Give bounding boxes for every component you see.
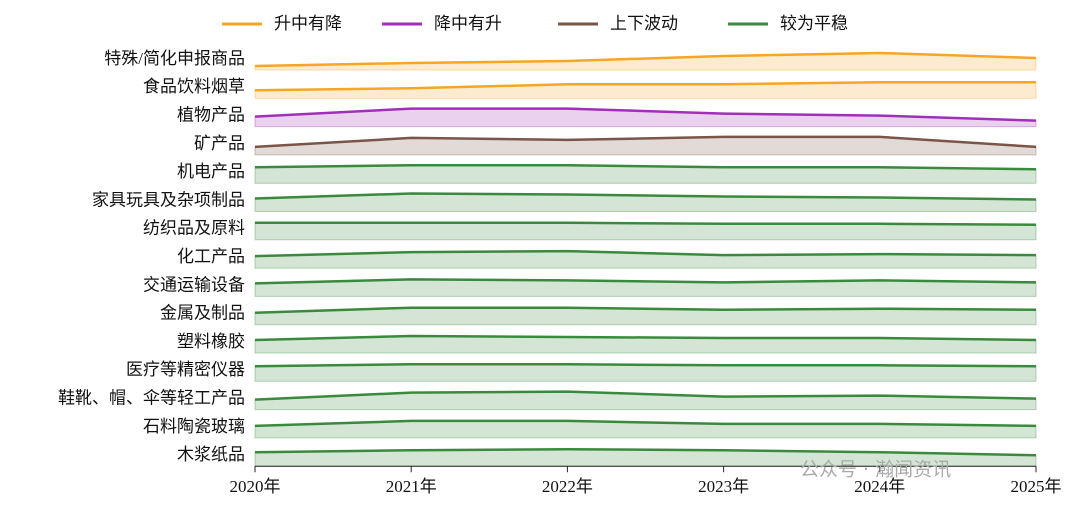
row-label: 机电产品 (177, 162, 245, 181)
ridge-area (254, 222, 1037, 241)
x-tick-label: 2023年 (698, 477, 749, 496)
row-label: 化工产品 (177, 247, 245, 266)
row-label: 纺织品及原料 (143, 219, 245, 238)
row-label: 金属及制品 (160, 304, 245, 323)
row-label: 家具玩具及杂项制品 (92, 190, 245, 209)
row-label: 石料陶瓷玻璃 (143, 417, 245, 436)
row-label: 医疗等精密仪器 (126, 360, 245, 379)
x-tick-label: 2021年 (386, 477, 437, 496)
ridge-line (254, 51, 1037, 68)
ridge-line (254, 363, 1037, 368)
ridge-line (254, 249, 1037, 258)
ridge-line (254, 447, 1037, 457)
row-label: 植物产品 (177, 106, 245, 125)
ridge-area (254, 307, 1037, 326)
ridge-line (254, 390, 1037, 401)
row-label: 食品饮料烟草 (143, 77, 245, 96)
ridge-line (254, 192, 1037, 201)
watermark: 公众号 · 瀚闻资讯 (800, 459, 951, 481)
legend-label: 上下波动 (610, 14, 678, 33)
legend-label: 降中有升 (434, 14, 502, 33)
ridge-area (254, 52, 1037, 71)
x-tick-label: 2020年 (230, 477, 281, 496)
row-label: 矿产品 (194, 134, 245, 153)
ridge-line (254, 278, 1037, 285)
x-tick-label: 2022年 (542, 477, 593, 496)
ridge-line (254, 163, 1037, 171)
legend-label: 较为平稳 (780, 14, 848, 33)
legend-label: 升中有降 (274, 14, 342, 33)
ridge-line (254, 306, 1037, 314)
ridge-line (254, 419, 1037, 428)
x-tick-label: 2024年 (854, 477, 905, 496)
ridge-line (254, 81, 1036, 92)
row-label: 鞋靴、帽、伞等轻工产品 (58, 389, 245, 408)
ridge-line (254, 135, 1037, 149)
ridge-line (254, 334, 1037, 342)
ridge-line (254, 107, 1037, 122)
ridge-area (254, 363, 1037, 382)
row-label: 交通运输设备 (143, 275, 245, 294)
ridge-line (255, 221, 1037, 227)
x-tick-label: 2025年 (1011, 477, 1062, 496)
row-label: 塑料橡胶 (177, 332, 245, 351)
row-label: 木浆纸品 (177, 445, 245, 464)
row-label: 特殊/简化申报商品 (104, 49, 245, 68)
